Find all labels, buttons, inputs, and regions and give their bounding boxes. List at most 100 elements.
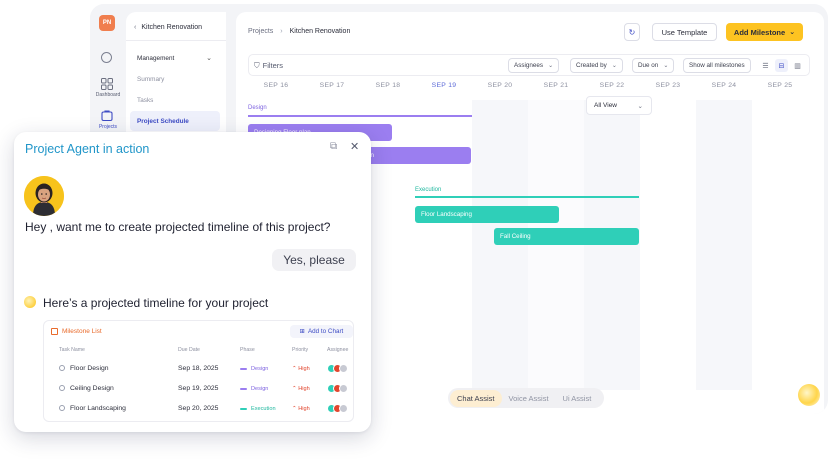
weekend-column [696,100,752,390]
table-row[interactable]: Floor Design Sep 18, 2025 Design ⌃ High [44,359,355,379]
date-label: SEP 17 [319,82,345,89]
weekend-column [528,100,584,390]
date-label: SEP 18 [375,82,401,89]
open-external-icon[interactable]: ⧉ [330,141,338,152]
date-label: SEP 25 [767,82,793,89]
priority-high-icon: ⌃ [292,406,299,412]
sidebar-item-management[interactable]: Management ⌄ [130,48,220,68]
milestone-list-table: Milestone List ⊞ Add to Chart Task Name D… [43,320,354,422]
sidebar-divider [126,40,226,41]
phase-text: Design [251,366,269,372]
due-date: Sep 19, 2025 [178,385,219,392]
filter-bar: ⛉ Filters Assignees ⌄ Created by ⌄ Due on ⌄ … [248,54,810,76]
home-icon[interactable] [101,52,112,63]
phase-line-execution [415,196,639,198]
breadcrumb: Projects › Kitchen Renovation [248,28,350,35]
agent-question: Hey , want me to create projected timeli… [25,220,331,234]
close-icon[interactable]: ✕ [350,141,360,153]
tab-ui-assist[interactable]: Ui Assist [562,393,592,403]
chevron-left-icon: ‹ [134,24,137,31]
task-name: Ceiling Design [59,385,114,392]
workspace-logo[interactable]: PN [99,15,115,31]
priority-text: High [298,366,310,372]
ai-orb-icon[interactable] [798,384,820,406]
add-milestone-label: Add Milestone [733,27,786,37]
add-to-chart-button[interactable]: ⊞ Add to Chart [290,325,353,338]
date-label: SEP 24 [711,82,737,89]
projects-label[interactable]: Projects [98,124,118,130]
sidebar-item-summary[interactable]: Summary [130,69,220,89]
projects-icon[interactable] [101,110,113,122]
view-select[interactable]: All View ⌄ [586,96,652,115]
timeline-view-icon[interactable]: ⊟ [775,59,788,72]
chevron-right-icon: › [280,28,283,35]
date-label: SEP 22 [599,82,625,89]
board-view-icon[interactable]: ▥ [794,62,801,70]
add-to-chart-label: Add to Chart [307,328,344,335]
chevron-down-icon: ⌄ [548,63,554,69]
avatar [339,404,348,413]
sidebar-item-project-schedule[interactable]: Project Schedule [130,111,220,131]
dashboard-icon[interactable] [101,78,113,90]
breadcrumb-current: Kitchen Renovation [289,28,351,35]
column-header: Due Date [178,347,200,353]
agent-avatar [24,176,64,216]
agent-sun-icon [24,296,36,308]
sidebar-item-label: Summary [137,75,165,83]
task-name: Floor Design [59,365,109,372]
phase-text: Execution [251,406,276,412]
column-header: Assignee [327,347,349,353]
chevron-down-icon: ⌄ [611,63,617,69]
phase-label-execution: Execution [415,187,442,193]
back-to-project[interactable]: ‹ Kitchen Renovation [134,24,202,31]
column-header: Priority [292,347,309,353]
due-on-dropdown[interactable]: Due on ⌄ [632,58,675,73]
chevron-down-icon: ⌄ [206,55,212,62]
table-row[interactable]: Ceiling Design Sep 19, 2025 Design ⌃ Hig… [44,379,355,399]
avatar [339,364,348,373]
filter-icon: ⛉ [254,61,260,70]
table-row[interactable]: Floor Landscaping Sep 20, 2025 Execution… [44,399,355,419]
card-title: Project Agent in action [25,142,150,156]
user-reply-bubble: Yes, please [272,249,356,271]
dropdown-label: Created by [576,62,607,69]
add-milestone-button[interactable]: Add Milestone ⌄ [726,23,803,41]
project-name: Kitchen Renovation [141,24,203,31]
priority-tag: ⌃ High [292,366,310,372]
dropdown-label: Due on [638,62,659,69]
filters-button[interactable]: ⛉ Filters [254,61,283,71]
chevron-down-icon: ⌄ [789,29,796,36]
dashboard-label[interactable]: Dashboard [95,92,121,98]
date-label: SEP 16 [263,82,289,89]
show-all-milestones-button[interactable]: Show all milestones [683,58,751,73]
refresh-button[interactable]: ↻ [624,23,640,41]
sidebar-item-label: Project Schedule [137,117,189,125]
breadcrumb-projects[interactable]: Projects [248,28,274,35]
phase-label-design: Design [248,105,267,111]
list-view-icon[interactable]: ☰ [762,62,769,70]
phase-line-design [248,115,472,117]
assignees-dropdown[interactable]: Assignees ⌄ [508,58,560,73]
weekend-column [584,100,640,390]
date-label: SEP 20 [487,82,513,89]
chevron-down-icon: ⌄ [663,63,669,69]
timeline-bar[interactable]: Floor Landscaping [415,206,559,223]
created-by-dropdown[interactable]: Created by ⌄ [570,58,623,73]
column-header: Task Name [59,347,85,353]
tab-voice-assist[interactable]: Voice Assist [508,393,549,403]
tab-chat-assist[interactable]: Chat Assist [450,389,502,407]
assist-mode-switcher: Chat Assist Voice Assist Ui Assist [448,388,604,408]
timeline-bar[interactable]: Fall Ceiling [494,228,639,245]
due-date: Sep 20, 2025 [178,405,219,412]
priority-high-icon: ⌃ [292,366,299,372]
priority-text: High [298,386,310,392]
assignee-avatars [327,364,353,373]
assignee-avatars [327,404,353,413]
phase-text: Design [251,386,269,392]
timeline-grid: Design Designing Floor plan Ceiling Desi… [248,100,810,390]
avatar [339,384,348,393]
sidebar-item-tasks[interactable]: Tasks [130,90,220,110]
use-template-button[interactable]: Use Template [652,23,717,41]
dropdown-label: Assignees [514,62,544,69]
priority-text: High [298,406,310,412]
